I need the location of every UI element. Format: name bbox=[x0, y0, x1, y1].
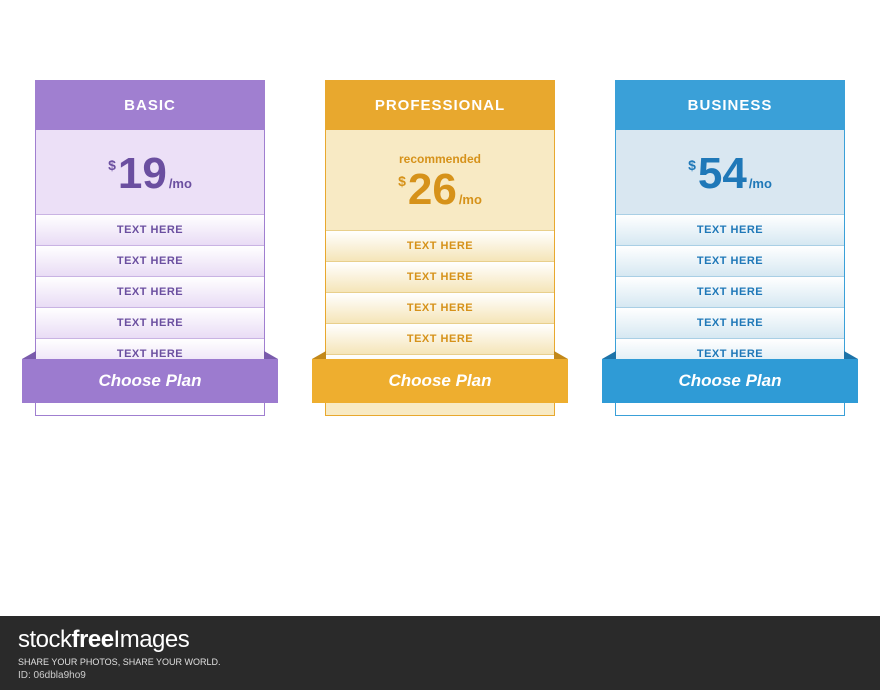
period-business: /mo bbox=[749, 176, 772, 191]
choose-plan-button-business[interactable]: Choose Plan bbox=[602, 359, 858, 403]
feature-row: TEXT HERE bbox=[326, 292, 554, 323]
footer-logo-block: stockfreeImages SHARE YOUR PHOTOS, SHARE… bbox=[18, 626, 221, 681]
features-business: TEXT HERETEXT HERETEXT HERETEXT HERETEXT… bbox=[616, 214, 844, 369]
period-professional: /mo bbox=[459, 192, 482, 207]
ribbon-fold-left bbox=[312, 351, 326, 359]
footer-left: stockfreeImages SHARE YOUR PHOTOS, SHARE… bbox=[18, 626, 221, 681]
footer-bar: stockfreeImages SHARE YOUR PHOTOS, SHARE… bbox=[0, 616, 880, 690]
ribbon-fold-right bbox=[844, 351, 858, 359]
feature-row: TEXT HERE bbox=[326, 261, 554, 292]
price-line-business: $54/mo bbox=[688, 152, 772, 196]
feature-row: TEXT HERE bbox=[326, 323, 554, 354]
price-line-basic: $19/mo bbox=[108, 152, 192, 196]
plan-card-business: BUSINESS$54/moTEXT HERETEXT HERETEXT HER… bbox=[615, 80, 845, 416]
ribbon-fold-right bbox=[264, 351, 278, 359]
currency-professional: $ bbox=[398, 173, 406, 189]
feature-row: TEXT HERE bbox=[326, 230, 554, 261]
choose-plan-button-basic[interactable]: Choose Plan bbox=[22, 359, 278, 403]
feature-row: TEXT HERE bbox=[616, 276, 844, 307]
price-value-professional: 26 bbox=[408, 168, 457, 212]
plan-header-professional: PROFESSIONAL bbox=[326, 81, 554, 130]
ribbon-fold-left bbox=[22, 351, 36, 359]
price-box-basic: $19/mo bbox=[36, 130, 264, 214]
plan-header-business: BUSINESS bbox=[616, 81, 844, 130]
plan-card-basic: BASIC$19/moTEXT HERETEXT HERETEXT HERETE… bbox=[35, 80, 265, 416]
feature-row: TEXT HERE bbox=[36, 307, 264, 338]
cta-wrap-business: Choose Plan bbox=[602, 359, 858, 403]
plan-card-professional: PROFESSIONALrecommended$26/moTEXT HERETE… bbox=[325, 80, 555, 416]
footer-logo-thin: stock bbox=[18, 626, 72, 653]
features-basic: TEXT HERETEXT HERETEXT HERETEXT HERETEXT… bbox=[36, 214, 264, 369]
feature-row: TEXT HERE bbox=[616, 214, 844, 245]
currency-basic: $ bbox=[108, 157, 116, 173]
footer-id: ID: 06dbla9ho9 bbox=[18, 670, 221, 681]
feature-row: TEXT HERE bbox=[616, 307, 844, 338]
feature-row: TEXT HERE bbox=[36, 245, 264, 276]
period-basic: /mo bbox=[169, 176, 192, 191]
pricing-container: BASIC$19/moTEXT HERETEXT HERETEXT HERETE… bbox=[0, 0, 880, 416]
price-box-professional: recommended $26/mo bbox=[326, 130, 554, 230]
feature-row: TEXT HERE bbox=[36, 276, 264, 307]
cta-wrap-professional: Choose Plan bbox=[312, 359, 568, 403]
price-value-basic: 19 bbox=[118, 152, 167, 196]
currency-business: $ bbox=[688, 157, 696, 173]
cta-wrap-basic: Choose Plan bbox=[22, 359, 278, 403]
footer-logo-bold: free bbox=[72, 626, 114, 653]
ribbon-fold-right bbox=[554, 351, 568, 359]
feature-row: TEXT HERE bbox=[36, 214, 264, 245]
recommended-label-professional: recommended bbox=[326, 152, 554, 166]
price-value-business: 54 bbox=[698, 152, 747, 196]
choose-plan-button-professional[interactable]: Choose Plan bbox=[312, 359, 568, 403]
footer-logo: stockfreeImages bbox=[18, 626, 221, 654]
price-box-business: $54/mo bbox=[616, 130, 844, 214]
plan-header-basic: BASIC bbox=[36, 81, 264, 130]
price-line-professional: $26/mo bbox=[398, 168, 482, 212]
footer-logo-suffix: Images bbox=[114, 626, 190, 653]
ribbon-fold-left bbox=[602, 351, 616, 359]
feature-row: TEXT HERE bbox=[616, 245, 844, 276]
footer-tagline: SHARE YOUR PHOTOS, SHARE YOUR WORLD. bbox=[18, 657, 221, 667]
